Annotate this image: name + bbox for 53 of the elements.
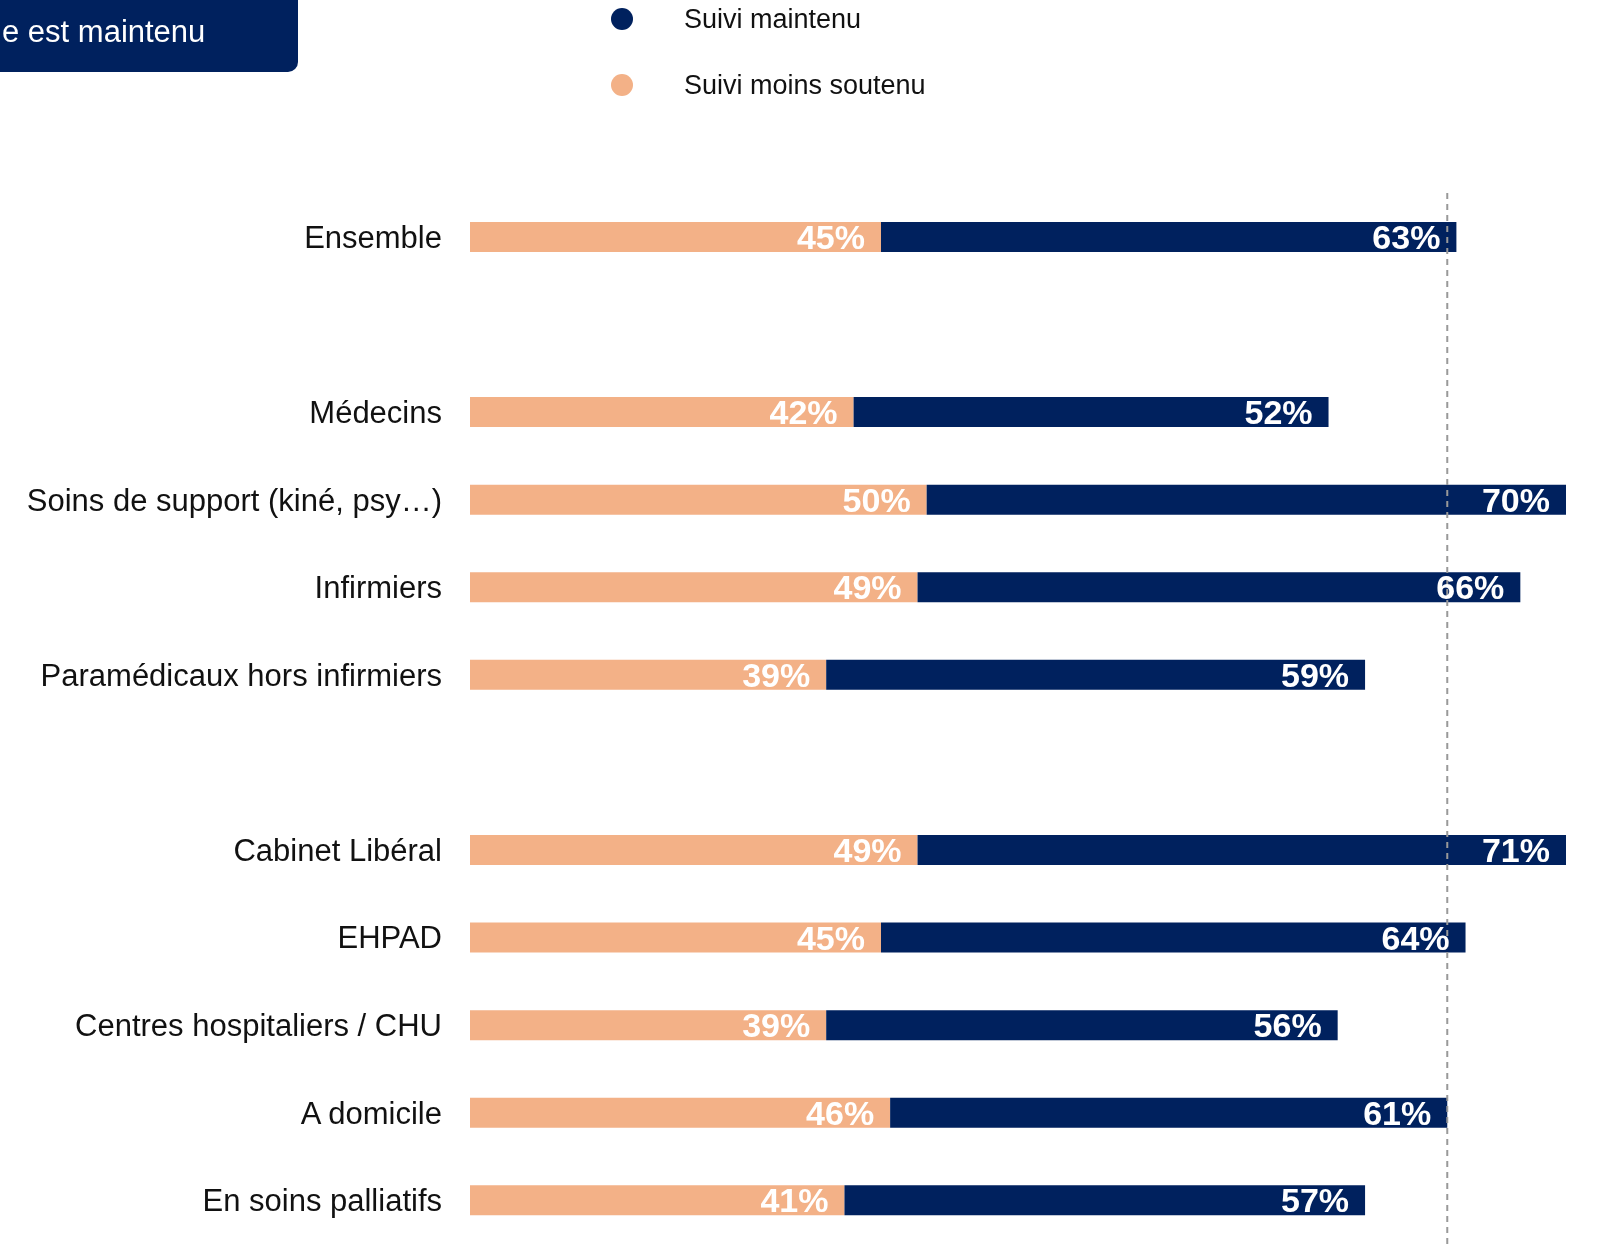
data-label: 64%: [1381, 918, 1450, 957]
data-label: 70%: [1481, 480, 1550, 519]
data-label: 46%: [806, 1093, 875, 1132]
bar: [890, 1097, 1448, 1128]
y-tick-label: EHPAD: [337, 920, 442, 956]
data-label: 52%: [1244, 393, 1313, 432]
y-tick-label: A domicile: [300, 1095, 442, 1131]
bar: [917, 572, 1521, 603]
bar: [881, 221, 1457, 252]
legend-label: Suivi moins soutenu: [684, 69, 926, 101]
bar: [470, 484, 927, 515]
y-tick-label: Soins de support (kiné, psy…): [26, 482, 442, 518]
y-tick-label: Médecins: [309, 394, 442, 430]
data-label: 59%: [1281, 655, 1350, 694]
data-label: 56%: [1253, 1006, 1322, 1045]
bar: [470, 572, 918, 603]
data-label: 42%: [769, 393, 838, 432]
y-tick-label: Cabinet Libéral: [233, 832, 442, 868]
y-tick-label: Ensemble: [304, 219, 442, 255]
data-label: 49%: [833, 568, 902, 607]
bar: [844, 1185, 1366, 1216]
bar: [470, 922, 881, 953]
bar: [917, 834, 1566, 865]
bar: [881, 922, 1466, 953]
legend-label: Suivi maintenu: [684, 3, 862, 35]
data-label: 45%: [796, 918, 865, 957]
bar: [470, 397, 854, 428]
bar: [826, 659, 1366, 690]
data-label: 41%: [760, 1181, 829, 1220]
data-label: 57%: [1281, 1181, 1350, 1220]
data-label: 71%: [1481, 831, 1550, 870]
bar: [470, 1185, 845, 1216]
y-tick-label: Infirmiers: [314, 570, 442, 606]
y-tick-label: Centres hospitaliers / CHU: [75, 1008, 442, 1044]
data-label: 61%: [1363, 1093, 1432, 1132]
bar: [470, 221, 881, 252]
bar: [470, 1097, 891, 1128]
bar: [926, 484, 1566, 515]
bar: [470, 659, 827, 690]
bar: [826, 1010, 1338, 1041]
data-label: 39%: [742, 1006, 811, 1045]
bar: [853, 397, 1329, 428]
text: e est maintenu: [0, 0, 298, 72]
data-label: 63%: [1372, 217, 1441, 256]
data-label: 39%: [742, 655, 811, 694]
bar: [470, 834, 918, 865]
bar: [470, 1010, 827, 1041]
data-label: 66%: [1436, 568, 1505, 607]
data-label: 45%: [796, 217, 865, 256]
y-tick-label: En soins palliatifs: [202, 1183, 442, 1219]
y-tick-label: Paramédicaux hors infirmiers: [40, 657, 442, 693]
data-label: 49%: [833, 831, 902, 870]
data-label: 50%: [842, 480, 911, 519]
